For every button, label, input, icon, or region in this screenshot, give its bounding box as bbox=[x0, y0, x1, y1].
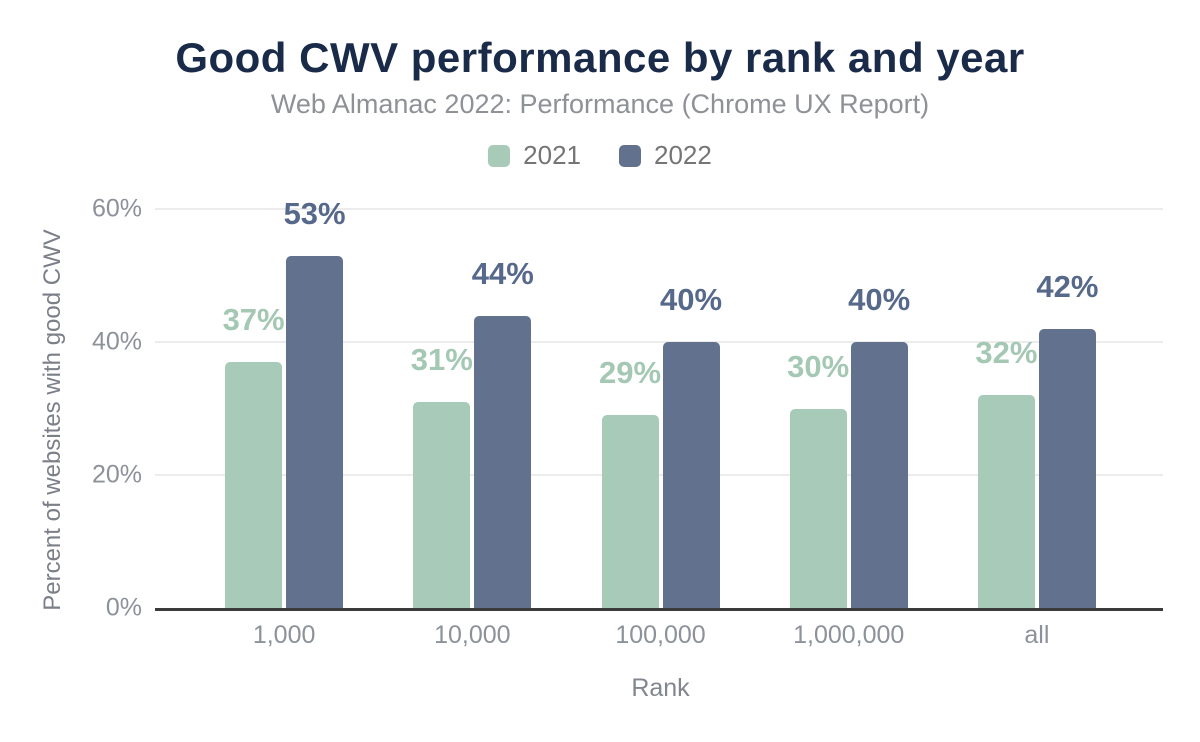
x-tick-label: all bbox=[1024, 621, 1050, 649]
bar-value-label: 40% bbox=[659, 282, 723, 318]
y-tick-label: 0% bbox=[105, 593, 142, 622]
bar-group: 31% 44% bbox=[378, 192, 566, 608]
bar-value-label: 37% bbox=[222, 302, 285, 338]
bar-2022-all: 42% bbox=[1036, 269, 1098, 608]
legend-swatch-icon bbox=[488, 144, 511, 167]
bar-2022-10000: 44% bbox=[472, 256, 534, 608]
gridline bbox=[155, 474, 1163, 477]
x-tick-label: 10,000 bbox=[434, 621, 511, 649]
bar-2022-100000: 40% bbox=[660, 282, 722, 608]
bar-group: 29% 40% bbox=[566, 192, 754, 608]
chart-subtitle: Web Almanac 2022: Performance (Chrome UX… bbox=[270, 89, 930, 119]
bar-2022-1000000: 40% bbox=[848, 282, 910, 608]
bar-value-label: 29% bbox=[598, 355, 662, 391]
bar-2021-all: 32% bbox=[975, 335, 1037, 608]
bar-value-label: 44% bbox=[471, 255, 534, 291]
x-axis-title: Rank bbox=[631, 674, 690, 702]
bar-value-label: 53% bbox=[283, 195, 346, 231]
y-tick-label: 40% bbox=[91, 327, 142, 356]
legend-item-2021: 2021 bbox=[488, 140, 581, 171]
gridline bbox=[155, 208, 1163, 211]
gridlines bbox=[155, 192, 1163, 608]
x-axis-ticks: 1,000 10,000 100,000 1,000,000 all bbox=[190, 621, 1131, 650]
legend-item-label: 2022 bbox=[654, 140, 712, 170]
bar-2021-1000: 37% bbox=[223, 302, 285, 608]
bar-value-label: 32% bbox=[975, 335, 1038, 371]
y-tick-label: 20% bbox=[91, 460, 142, 489]
gridline bbox=[155, 341, 1163, 344]
bar-value-label: 31% bbox=[410, 342, 473, 377]
bar-2021-100000: 29% bbox=[599, 355, 661, 608]
y-axis-ticks: 0% 20% 40% 60% bbox=[0, 192, 142, 620]
bar-value-label: 42% bbox=[1036, 268, 1099, 304]
y-tick-label: 60% bbox=[91, 194, 142, 223]
x-tick-label: 100,000 bbox=[615, 621, 706, 649]
bar-group: 30% 40% bbox=[755, 192, 943, 608]
x-tick-label: 1,000,000 bbox=[793, 621, 905, 649]
bar-group: 37% 53% bbox=[190, 192, 378, 608]
bar-2021-1000000: 30% bbox=[787, 349, 849, 608]
legend-item-2022: 2022 bbox=[619, 140, 712, 171]
legend-item-label: 2021 bbox=[523, 140, 581, 170]
bar-2022-1000: 53% bbox=[284, 196, 346, 608]
legend: 2021 2022 bbox=[0, 140, 1200, 171]
legend-swatch-icon bbox=[619, 144, 641, 167]
x-tick-label: 1,000 bbox=[252, 621, 316, 649]
bar-value-label: 40% bbox=[848, 282, 911, 318]
bar-group: 32% 42% bbox=[943, 192, 1131, 608]
bar-groups: 37% 53% 31% 44% 29% 40% 30% 40% 32% 42% bbox=[190, 192, 1131, 608]
x-axis-line bbox=[155, 608, 1163, 611]
bar-2021-10000: 31% bbox=[411, 342, 473, 608]
chart-title: Good CWV performance by rank and year bbox=[175, 34, 1025, 81]
bar-value-label: 30% bbox=[787, 348, 850, 384]
plot-area: 37% 53% 31% 44% 29% 40% 30% 40% 32% 42% bbox=[155, 192, 1163, 611]
